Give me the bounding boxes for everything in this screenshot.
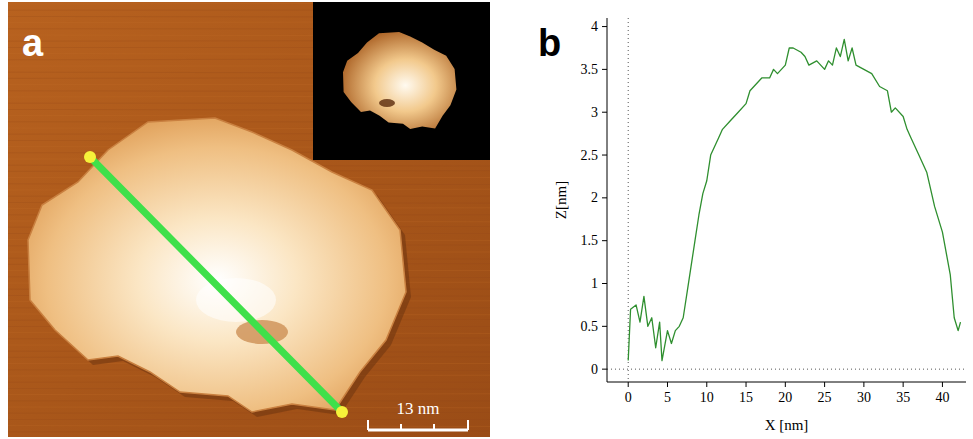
zero-line-y [607,369,966,370]
y-tick-label: 4 [591,19,598,34]
scan-line [8,431,490,433]
x-tick-label: 35 [896,390,910,405]
x-tick [706,382,707,387]
blob [28,118,406,412]
profile-end [336,406,348,418]
y-tick [602,369,607,370]
y-tick [602,112,607,113]
x-tick-label: 30 [857,390,871,405]
y-tick [602,155,607,156]
scan-line [8,425,490,427]
afm-image [8,2,490,437]
x-tick-label: 25 [818,390,832,405]
x-axis [607,382,966,383]
plot-data [628,39,960,360]
y-tick-label: 2 [591,190,598,205]
y-tick-label: 0 [591,362,598,377]
y-tick-label: 1.5 [581,233,599,248]
y-axis [607,18,608,382]
x-tick [667,382,668,387]
y-tick [602,240,607,241]
y-tick-label: 1 [591,276,598,291]
x-tick-label: 0 [625,390,632,405]
x-axis-title: X [nm] [765,417,809,433]
figure-svg: a13 nmb00.511.522.533.540510152025303540… [0,0,973,439]
y-tick [602,197,607,198]
y-tick [602,283,607,284]
y-tick-label: 3 [591,105,598,120]
x-tick-label: 10 [700,390,714,405]
figure: a13 nmb00.511.522.533.540510152025303540… [0,0,973,439]
x-tick [942,382,943,387]
x-tick [903,382,904,387]
y-tick-label: 3.5 [581,62,599,77]
afm-background [8,2,490,437]
x-tick [746,382,747,387]
scale-bar-tick [433,424,435,430]
scale-bar: 13 nm [368,399,468,430]
x-tick-label: 5 [664,390,671,405]
x-tick-label: 40 [935,390,949,405]
x-tick [863,382,864,387]
zero-line-x [628,18,629,382]
scale-bar-tick [467,420,469,430]
x-tick [824,382,825,387]
scale-bar-tick [367,420,369,430]
profile-end [84,151,96,163]
profile-line [90,157,342,412]
y-tick [602,326,607,327]
x-tick-label: 20 [778,390,792,405]
y-tick-label: 2.5 [581,148,599,163]
x-tick [628,382,629,387]
y-tick [602,26,607,27]
y-tick [602,69,607,70]
x-tick-label: 15 [739,390,753,405]
scan-line [8,419,490,420]
inset [313,2,490,160]
y-tick-label: 0.5 [581,319,599,334]
scale-bar-line [368,429,468,432]
scale-bar-label: 13 nm [397,399,440,418]
x-tick [785,382,786,387]
profile-curve [628,39,960,360]
inset-hollow [379,99,395,107]
scale-bar-tick [400,424,402,430]
y-axis-title: Z[nm] [553,181,569,219]
panel-label: a [22,22,44,64]
panel-label: b [538,22,561,64]
inset-blob [343,32,456,129]
